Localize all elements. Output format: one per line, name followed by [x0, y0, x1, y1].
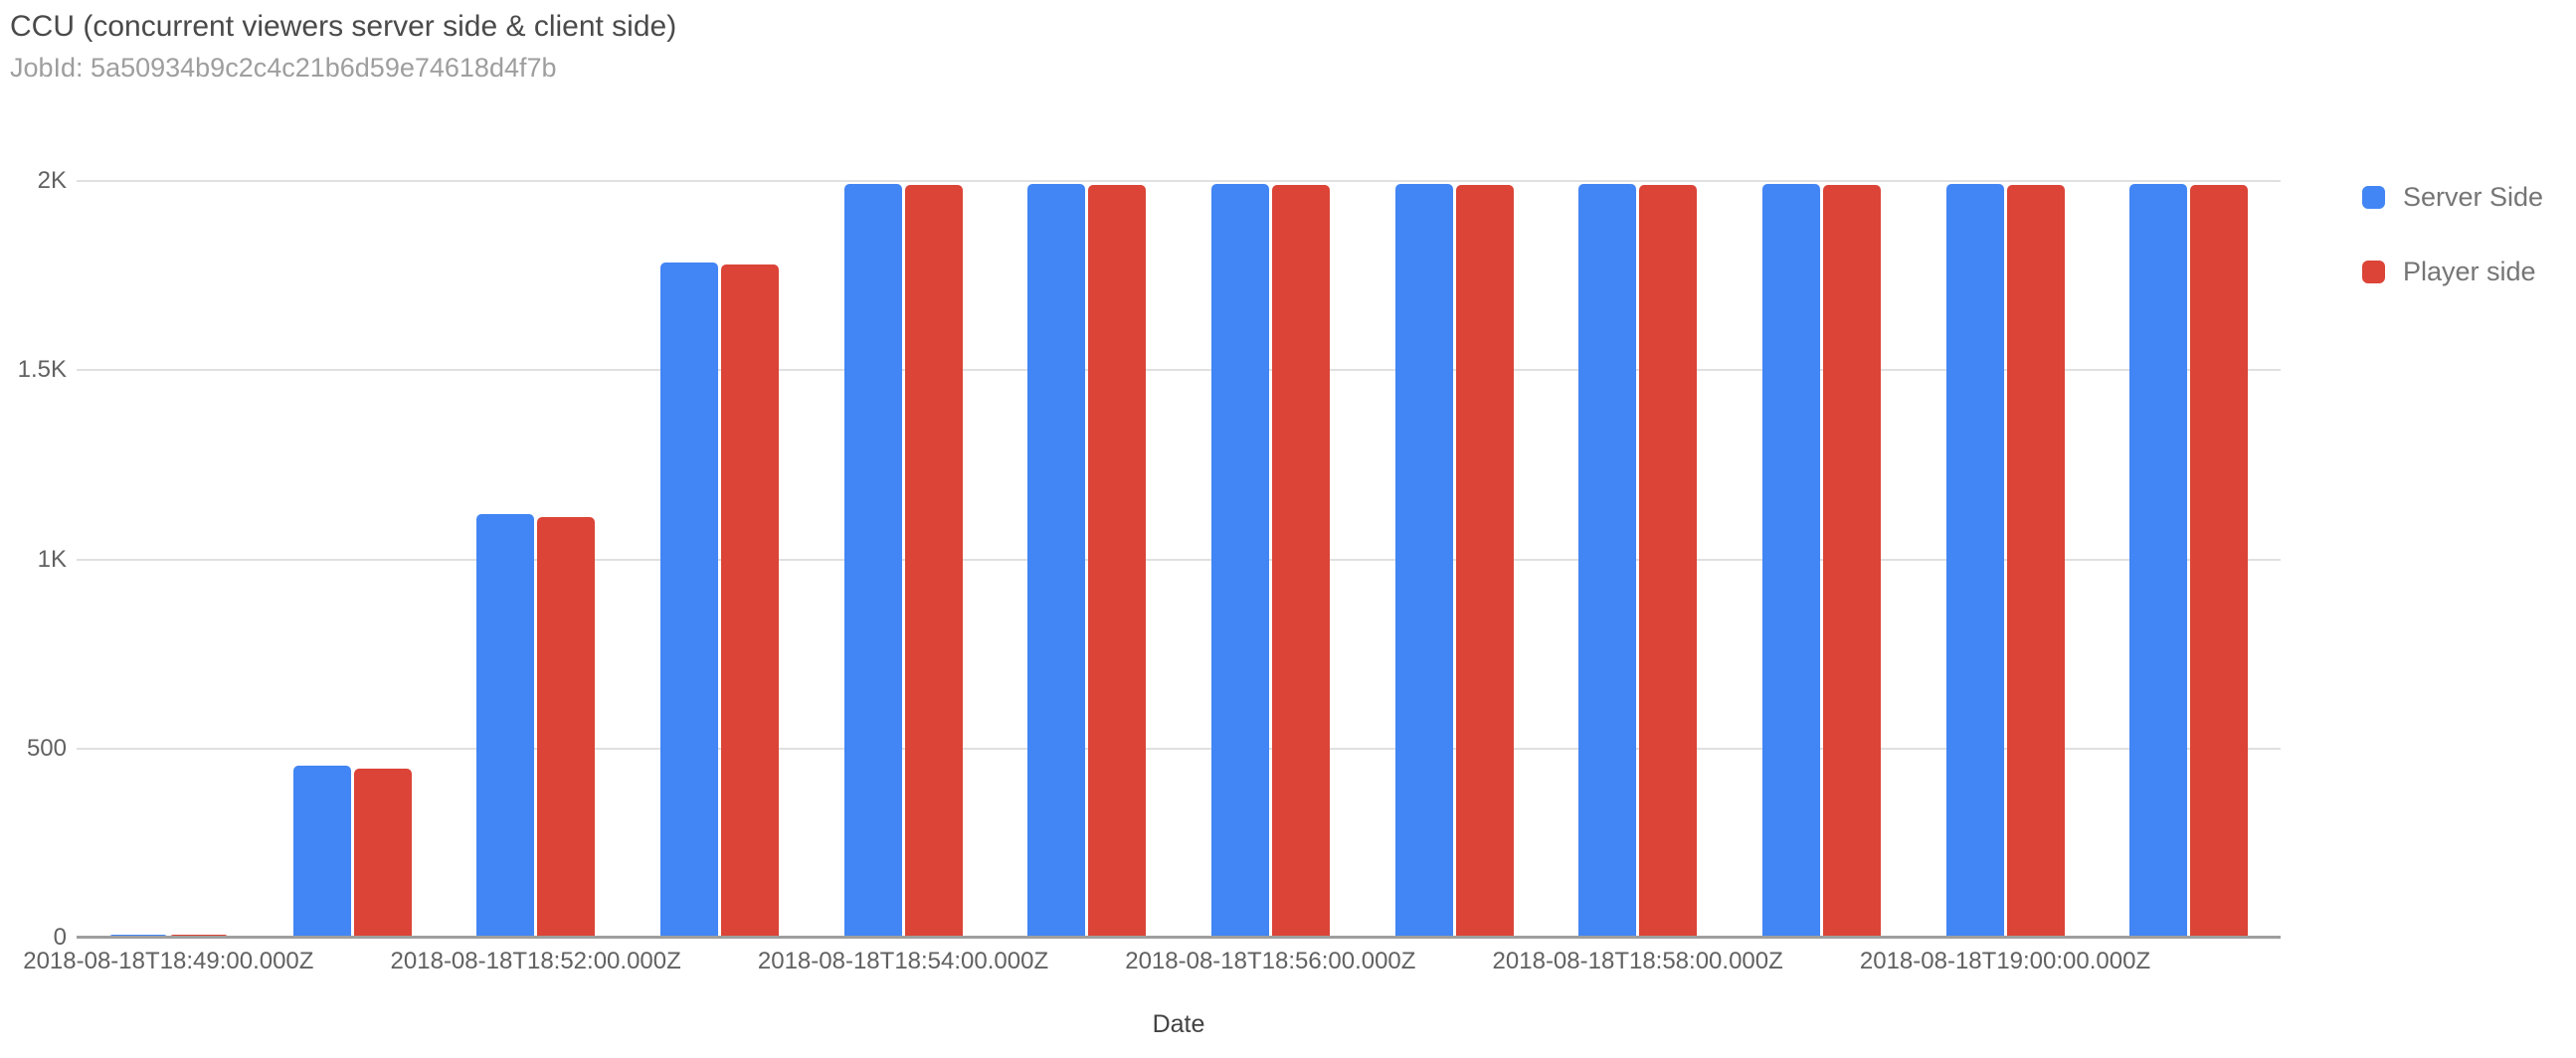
x-axis-tick-label: 2018-08-18T18:56:00.000Z [1125, 948, 1416, 974]
bar-player-side-7[interactable] [1455, 185, 1514, 938]
bar-server-side-8[interactable] [1578, 184, 1637, 938]
bar-player-side-6[interactable] [1271, 185, 1330, 938]
y-axis-tick-label: 1K [37, 545, 67, 573]
y-axis-tick-label: 1.5K [17, 356, 67, 384]
bar-player-side-2[interactable] [537, 517, 596, 938]
bar-group-1 [261, 181, 445, 938]
bar-group-5 [995, 181, 1179, 938]
y-axis-tick-label: 0 [53, 924, 67, 951]
legend-item-server-side[interactable]: Server Side [2362, 182, 2543, 213]
bar-player-side-8[interactable] [1639, 185, 1698, 938]
y-axis-tick-label: 2K [37, 167, 67, 194]
bar-group-6 [1179, 181, 1363, 938]
legend-label: Player side [2403, 257, 2536, 286]
bar-server-side-5[interactable] [1027, 184, 1086, 938]
bar-player-side-5[interactable] [1088, 185, 1147, 938]
x-axis-tick-label: 2018-08-18T18:52:00.000Z [390, 948, 681, 974]
bar-server-side-7[interactable] [1394, 184, 1453, 938]
bar-player-side-10[interactable] [2006, 185, 2065, 938]
bar-group-11 [2097, 181, 2281, 938]
legend-item-player-side[interactable]: Player side [2362, 257, 2543, 287]
bar-player-side-11[interactable] [2190, 185, 2249, 938]
legend-label: Server Side [2403, 182, 2544, 212]
bar-player-side-9[interactable] [1822, 185, 1881, 938]
x-axis-tick-label: 2018-08-18T18:49:00.000Z [23, 948, 314, 974]
bar-server-side-10[interactable] [1945, 184, 2004, 938]
bar-group-0 [77, 181, 261, 938]
bar-player-side-4[interactable] [904, 185, 963, 938]
chart-header: CCU (concurrent viewers server side & cl… [10, 8, 676, 85]
gridline-2K [77, 180, 2281, 182]
bar-server-side-3[interactable] [659, 263, 718, 938]
bar-server-side-4[interactable] [843, 184, 902, 938]
plot-area [77, 180, 2281, 939]
x-axis: 2018-08-18T18:49:00.000Z 2018-08-18T18:52… [23, 948, 2281, 981]
x-axis-baseline [77, 936, 2281, 939]
x-axis-tick-label: 2018-08-18T18:58:00.000Z [1492, 948, 1783, 974]
bar-group-4 [812, 181, 996, 938]
legend-swatch-icon [2362, 261, 2385, 283]
bar-player-side-3[interactable] [720, 264, 779, 938]
bar-player-side-1[interactable] [353, 769, 412, 938]
x-axis-tick-label: 2018-08-18T19:00:00.000Z [1859, 948, 2151, 974]
bar-server-side-1[interactable] [292, 766, 351, 938]
y-axis-tick-label: 500 [26, 734, 67, 762]
chart-subtitle: JobId: 5a50934b9c2c4c21b6d59e74618d4f7b [10, 53, 557, 83]
gridline-1.5K [77, 369, 2281, 372]
legend-swatch-icon [2362, 186, 2385, 209]
bar-group-7 [1363, 181, 1547, 938]
bar-group-3 [628, 181, 812, 938]
bar-server-side-11[interactable] [2129, 184, 2188, 938]
bars-layer [77, 181, 2281, 938]
legend: Server Side Player side [2362, 182, 2543, 287]
chart-title: CCU (concurrent viewers server side & cl… [10, 10, 677, 43]
bar-server-side-2[interactable] [476, 514, 535, 938]
bar-group-10 [1914, 181, 2098, 938]
bar-server-side-6[interactable] [1210, 184, 1269, 938]
gridline-1K [77, 558, 2281, 561]
gridline-500 [77, 747, 2281, 750]
bar-server-side-9[interactable] [1761, 184, 1820, 938]
x-axis-tick-label: 2018-08-18T18:54:00.000Z [757, 948, 1049, 974]
bar-group-2 [444, 181, 628, 938]
x-axis-title: Date [1152, 1010, 1205, 1038]
bar-group-9 [1730, 181, 1914, 938]
bar-group-8 [1546, 181, 1730, 938]
